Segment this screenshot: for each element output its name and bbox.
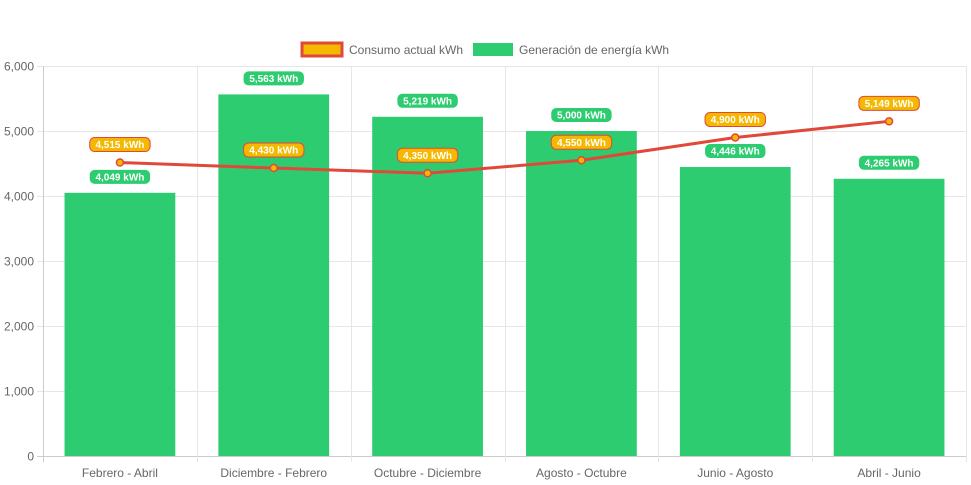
bar-data-label: 4,446 kWh <box>705 144 766 159</box>
legend: Consumo actual kWh Generación de energía… <box>300 41 669 58</box>
bar-data-label-box <box>397 93 458 108</box>
x-tick-label: Agosto - Octubre <box>536 466 627 480</box>
bar-data-label-box <box>551 108 612 122</box>
axes: 0 1,000 2,000 3,000 4,000 5,000 6,000 Febrero -… <box>4 60 921 481</box>
x-tick-label: Octubre - Diciembre <box>374 466 482 480</box>
bar-data-label-text: 4,049 kWh <box>95 172 144 183</box>
line-point <box>423 169 432 178</box>
y-tick-label: 1,000 <box>4 385 34 399</box>
bar <box>526 131 637 456</box>
line-point <box>269 163 278 173</box>
grid <box>37 66 967 462</box>
bar-data-label-text: 5,563 kWh <box>249 74 298 85</box>
y-tick-label: 5,000 <box>4 125 34 139</box>
legend-item-consumo[interactable]: Consumo actual kWh <box>300 41 463 58</box>
line-data-label-text: 4,430 kWh <box>249 146 298 157</box>
legend-label-consumo: Consumo actual kWh <box>349 43 463 57</box>
line-data-label-text: 4,515 kWh <box>95 140 144 151</box>
bar-data-label-box <box>243 71 304 86</box>
bar-data-label: 4,265 kWh <box>858 155 920 170</box>
bar-data-label: 5,219 kWh <box>397 93 458 108</box>
line-data-label-box <box>704 112 766 127</box>
bar <box>679 167 791 456</box>
bar-data-label-text: 5,219 kWh <box>403 96 452 107</box>
consumption-series-line <box>119 119 890 175</box>
bar-data-label-text: 4,265 kWh <box>865 158 914 169</box>
line-point <box>731 133 740 142</box>
line-data-label-box <box>89 137 151 153</box>
bar <box>64 192 176 456</box>
line-point <box>884 117 894 126</box>
line-data-label-box <box>243 142 305 158</box>
line-data-label: 5,149 kWh <box>858 95 920 111</box>
x-tick-label: Diciembre - Febrero <box>220 466 327 480</box>
line-point <box>115 158 125 167</box>
line-data-label-text: 5,149 kWh <box>865 99 914 110</box>
line-data-label: 4,515 kWh <box>89 137 151 153</box>
bar-data-label: 5,000 kWh <box>551 108 612 122</box>
bar-data-label-text: 5,000 kWh <box>557 111 606 122</box>
legend-item-generacion[interactable]: Generación de energía kWh <box>473 43 669 57</box>
line-data-label: 4,350 kWh <box>396 147 459 163</box>
line-data-label-text: 4,350 kWh <box>403 151 452 162</box>
bar <box>372 116 483 456</box>
y-tick-label: 0 <box>27 450 34 464</box>
legend-swatch-consumo <box>300 41 344 58</box>
legend-swatch-generacion <box>473 43 513 56</box>
line-data-label-text: 4,900 kWh <box>711 115 760 126</box>
y-tick-label: 2,000 <box>4 320 34 334</box>
bar-data-label-text: 4,446 kWh <box>711 147 760 158</box>
bar-data-label-box <box>89 169 151 184</box>
bar-data-label: 4,049 kWh <box>89 169 151 184</box>
consumption-line <box>115 117 894 178</box>
legend-label-generacion: Generación de energía kWh <box>519 43 669 57</box>
bar-data-label-box <box>705 144 766 159</box>
line-data-label: 4,430 kWh <box>243 142 305 158</box>
y-tick-label: 3,000 <box>4 255 34 269</box>
x-tick-label: Junio - Agosto <box>697 466 773 480</box>
bar-data-label-box <box>858 155 920 170</box>
y-tick-label: 4,000 <box>4 190 34 204</box>
line-data-label-box <box>858 95 920 111</box>
x-tick-label: Abril - Junio <box>857 466 921 480</box>
line-data-label: 4,550 kWh <box>550 134 613 150</box>
line-point <box>577 156 586 165</box>
data-labels: 4,049 kWh 5,563 kWh 5,219 kWh 5,000 kWh 4,44… <box>89 71 920 184</box>
line-data-label: 4,900 kWh <box>704 112 766 127</box>
bar <box>833 178 945 456</box>
x-tick-label: Febrero - Abril <box>82 466 158 480</box>
line-data-label-box <box>396 147 459 163</box>
line-data-label-box <box>550 134 613 150</box>
bar-data-label: 5,563 kWh <box>243 71 304 86</box>
line-data-label-text: 4,550 kWh <box>557 138 606 149</box>
y-tick-label: 6,000 <box>4 60 34 74</box>
